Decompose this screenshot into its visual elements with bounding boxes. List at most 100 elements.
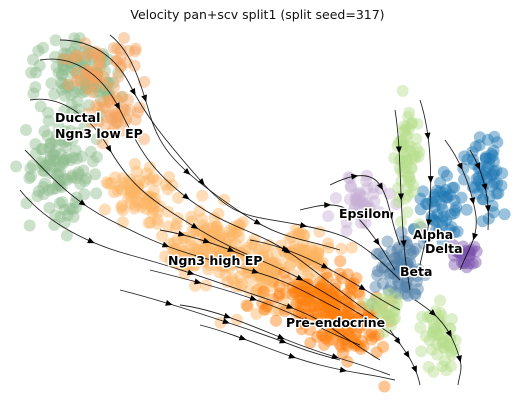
streamline-arrowhead xyxy=(183,167,191,175)
cell-point xyxy=(243,284,256,297)
velocity-streamline xyxy=(394,109,411,291)
cell-point xyxy=(322,241,335,254)
cell-point xyxy=(312,243,325,256)
cell-point xyxy=(115,91,128,103)
cell-point xyxy=(240,251,253,264)
cell-point xyxy=(486,149,499,162)
cell-point xyxy=(124,104,137,117)
cell-point xyxy=(52,120,65,133)
cell-point xyxy=(85,77,98,90)
cell-point xyxy=(92,116,105,129)
cell-point xyxy=(344,181,357,194)
cell-point xyxy=(258,267,271,280)
cell-point xyxy=(175,242,188,255)
cell-point xyxy=(107,81,120,94)
cell-point xyxy=(466,146,479,159)
cell-point xyxy=(133,196,146,209)
cell-point xyxy=(326,318,339,331)
cell-point xyxy=(342,314,355,326)
cell-point xyxy=(377,340,390,353)
cell-point xyxy=(388,252,401,265)
cell-point xyxy=(97,95,110,108)
cell-point xyxy=(196,252,208,265)
cell-point xyxy=(23,219,36,232)
cell-point xyxy=(58,47,71,60)
cell-point xyxy=(322,306,335,319)
cell-point xyxy=(68,86,81,99)
cell-point xyxy=(256,297,269,310)
cell-point xyxy=(412,263,425,276)
cell-point xyxy=(75,150,88,163)
cell-point xyxy=(29,81,42,94)
cell-point xyxy=(400,154,413,167)
cluster-label-ngn3-high-ep: Ngn3 high EP xyxy=(168,253,262,268)
cell-point xyxy=(383,287,396,300)
cell-point xyxy=(223,261,236,274)
cell-point xyxy=(44,153,57,166)
cell-point xyxy=(480,152,493,165)
cell-point xyxy=(433,315,446,328)
cell-point xyxy=(123,173,136,186)
cell-point xyxy=(71,74,84,87)
cell-point xyxy=(415,345,428,358)
cell-point xyxy=(71,109,84,122)
cell-point xyxy=(304,242,317,254)
cell-point xyxy=(401,206,414,219)
cell-point xyxy=(64,154,77,167)
cell-point xyxy=(473,139,486,152)
cell-point xyxy=(38,125,51,138)
cell-point xyxy=(265,264,277,276)
cell-point xyxy=(78,188,91,201)
cell-point xyxy=(402,110,415,123)
cell-point xyxy=(79,72,91,84)
cell-point xyxy=(56,55,69,68)
cell-point xyxy=(324,309,337,322)
cell-point xyxy=(229,226,242,239)
cluster-label-pre-endocrine: Pre-endocrine xyxy=(286,315,385,330)
cell-point xyxy=(322,317,335,330)
cell-point xyxy=(392,287,404,300)
cell-point xyxy=(288,286,301,299)
cell-point xyxy=(466,153,479,166)
cell-point xyxy=(404,173,417,186)
cell-point xyxy=(458,173,470,186)
cell-point xyxy=(431,328,443,341)
cell-point xyxy=(327,333,340,346)
cell-point xyxy=(314,299,327,312)
cell-point xyxy=(405,162,418,175)
cell-point xyxy=(383,313,396,326)
cell-point xyxy=(405,117,418,130)
cell-point xyxy=(73,83,86,96)
cell-point xyxy=(232,224,245,237)
cell-point xyxy=(353,288,366,301)
cell-point xyxy=(72,168,85,181)
cell-point xyxy=(68,32,81,45)
cell-point xyxy=(307,299,320,312)
cell-point xyxy=(96,50,109,63)
cell-point xyxy=(436,214,449,227)
cell-point xyxy=(319,305,332,318)
cell-point xyxy=(315,259,328,272)
cell-point xyxy=(290,223,303,236)
cell-point xyxy=(376,302,388,314)
streamline-arrowhead xyxy=(400,240,407,248)
cell-point xyxy=(54,166,66,179)
cell-point xyxy=(341,323,354,336)
cell-point xyxy=(116,172,129,185)
cell-point xyxy=(391,255,404,268)
cell-point xyxy=(427,365,440,378)
cell-point xyxy=(292,307,305,320)
cell-point xyxy=(59,140,72,153)
cell-point xyxy=(52,175,65,188)
cell-point xyxy=(284,259,297,271)
cell-point xyxy=(221,276,234,288)
cell-point xyxy=(351,316,364,329)
cell-point xyxy=(81,82,94,95)
cell-point xyxy=(39,160,52,172)
streamline-arrowhead xyxy=(331,353,340,359)
cell-point xyxy=(266,280,278,293)
cell-point xyxy=(312,299,325,312)
cell-point xyxy=(250,249,263,262)
cell-point xyxy=(316,287,329,300)
cell-point xyxy=(214,229,227,242)
